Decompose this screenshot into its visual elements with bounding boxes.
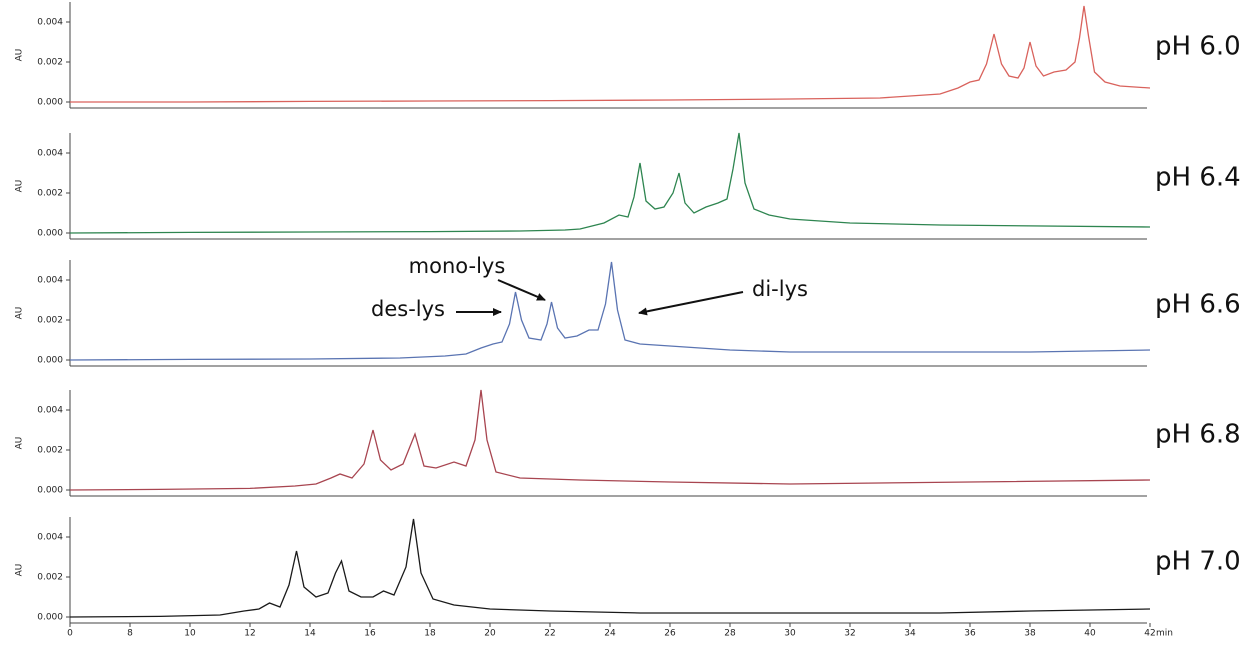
y-tick-label: 0.000 xyxy=(37,98,63,108)
y-tick-label: 0.000 xyxy=(37,613,63,623)
x-axis-label: min xyxy=(1156,629,1173,639)
x-tick-label: 24 xyxy=(604,629,616,639)
x-tick-label: 20 xyxy=(484,629,496,639)
x-tick-label: 18 xyxy=(424,629,436,639)
x-tick-label: 12 xyxy=(244,629,255,639)
x-tick-label: 8 xyxy=(127,629,133,639)
y-tick-label: 0.004 xyxy=(37,149,63,159)
y-tick-label: 0.002 xyxy=(37,316,63,326)
y-tick-label: 0.000 xyxy=(37,486,63,496)
annotation: des-lys xyxy=(371,297,445,321)
x-tick-label: 40 xyxy=(1084,629,1096,639)
panel-label: pH 6.6 xyxy=(1155,290,1241,320)
y-tick-label: 0.002 xyxy=(37,573,63,583)
x-tick-label: 26 xyxy=(664,629,676,639)
y-tick-label: 0.004 xyxy=(37,406,63,416)
trace xyxy=(69,261,1151,361)
y-axis-label: AU xyxy=(15,49,25,62)
x-tick-label: 16 xyxy=(364,629,376,639)
annotation-arrow xyxy=(638,291,744,316)
x-tick-label: 32 xyxy=(844,629,855,639)
panel-label: pH 6.0 xyxy=(1155,32,1241,62)
y-tick-label: 0.004 xyxy=(37,18,63,28)
annotation: mono-lys xyxy=(409,254,506,278)
x-tick-label: 38 xyxy=(1024,629,1036,639)
y-axis-label: AU xyxy=(15,437,25,450)
panel-label: pH 7.0 xyxy=(1155,547,1241,577)
x-tick-label: 22 xyxy=(544,629,555,639)
x-tick-label: 30 xyxy=(784,629,796,639)
y-tick-label: 0.002 xyxy=(37,189,63,199)
trace xyxy=(69,518,1151,618)
trace xyxy=(69,389,1151,491)
y-tick-label: 0.000 xyxy=(37,356,63,366)
y-tick-label: 0.002 xyxy=(37,58,63,68)
x-tick-label: 0 xyxy=(67,629,73,639)
y-tick-label: 0.000 xyxy=(37,229,63,239)
x-tick-label: 42 xyxy=(1144,629,1155,639)
y-axis-label: AU xyxy=(15,307,25,320)
x-tick-label: 10 xyxy=(184,629,196,639)
panel-label: pH 6.4 xyxy=(1155,163,1241,193)
y-axis-label: AU xyxy=(15,564,25,577)
x-tick-label: 34 xyxy=(904,629,916,639)
x-tick-label: 36 xyxy=(964,629,976,639)
y-tick-label: 0.004 xyxy=(37,276,63,286)
annotation: di-lys xyxy=(752,277,808,301)
y-tick-label: 0.002 xyxy=(37,446,63,456)
trace xyxy=(69,132,1151,234)
x-tick-label: 14 xyxy=(304,629,316,639)
x-tick-label: 28 xyxy=(724,629,736,639)
annotation-arrow xyxy=(497,279,546,301)
panel-label: pH 6.8 xyxy=(1155,420,1241,450)
trace xyxy=(70,5,1151,103)
y-tick-label: 0.004 xyxy=(37,533,63,543)
y-axis-label: AU xyxy=(15,180,25,193)
